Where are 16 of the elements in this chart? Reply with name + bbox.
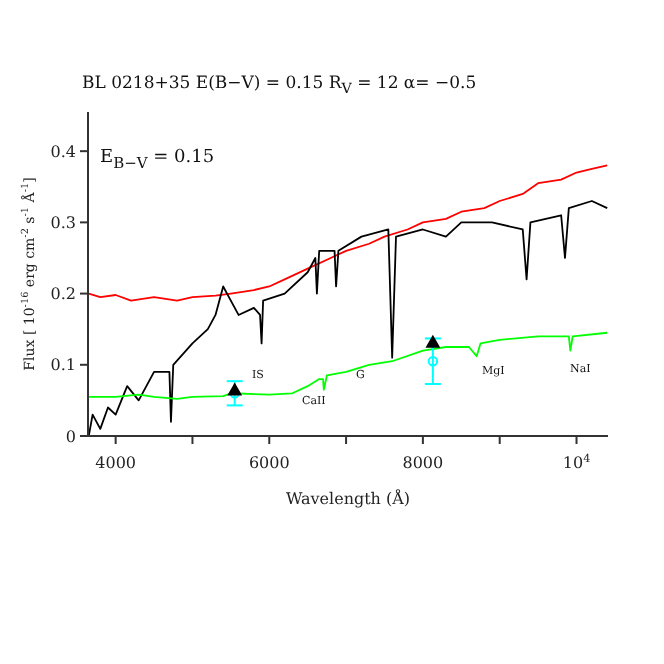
annotation: E$_{B−V}$ = 0.15: [100, 148, 215, 172]
x-tick-label: 6000: [248, 454, 290, 472]
y-tick-label: 0: [65, 427, 76, 446]
point: [426, 335, 440, 348]
y-tick-label: 0.2: [50, 285, 76, 304]
y-tick-label: 0.3: [50, 214, 76, 233]
chart-title: BL 0218+35 E(B−V) = 0.15 R$_{V}$ = 12 α= −0.5: [82, 74, 477, 98]
y-tick-label: 0.4: [50, 142, 76, 161]
x-axis-title: Wavelength (Å): [285, 488, 411, 508]
x-tick-label: 4000: [95, 454, 137, 472]
y-tick-label: 0.1: [50, 356, 76, 375]
point: [228, 383, 242, 396]
x-tick-label: 8000: [402, 454, 444, 472]
x-tick-label: 10$^{4}$: [562, 452, 592, 472]
point: [427, 356, 439, 367]
line-series: [88, 164, 608, 302]
